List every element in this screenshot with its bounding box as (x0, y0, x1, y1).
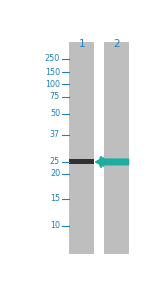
FancyArrow shape (96, 158, 129, 166)
Text: 50: 50 (50, 109, 60, 118)
Text: 37: 37 (50, 130, 60, 139)
Text: 1: 1 (78, 39, 85, 49)
Text: 150: 150 (45, 68, 60, 77)
Text: 100: 100 (45, 80, 60, 89)
Bar (69, 159, 94, 164)
Bar (69, 42, 94, 254)
Text: 250: 250 (45, 54, 60, 63)
Text: 25: 25 (50, 157, 60, 166)
Text: 20: 20 (50, 169, 60, 178)
Text: 2: 2 (113, 39, 120, 49)
Text: 75: 75 (50, 92, 60, 101)
Text: 10: 10 (50, 221, 60, 230)
Bar (104, 42, 129, 254)
Text: 15: 15 (50, 194, 60, 203)
